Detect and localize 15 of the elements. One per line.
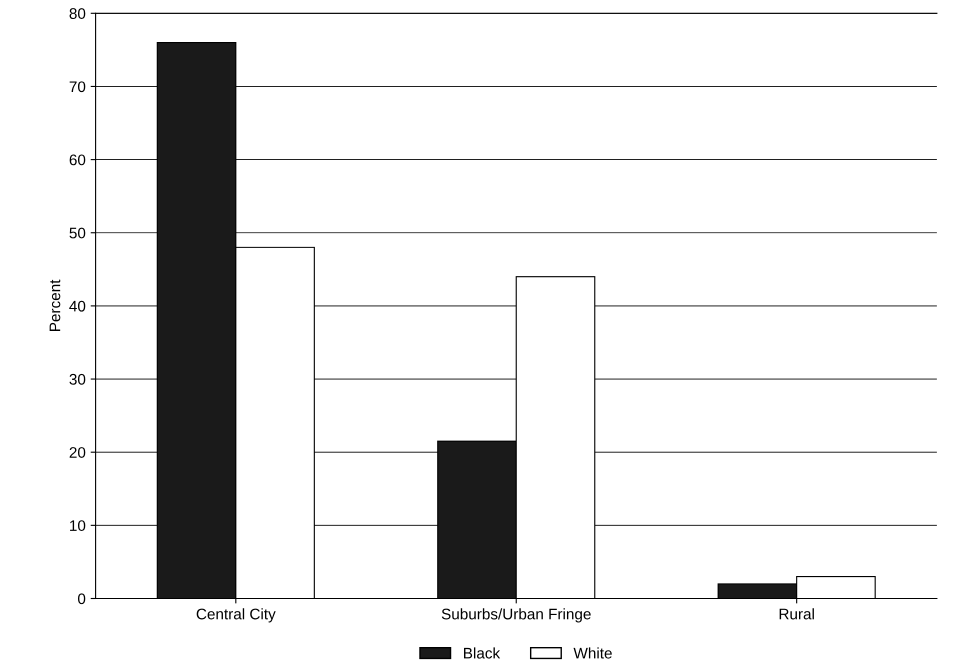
legend-label: White [574,647,612,659]
x-tick-label: Rural [780,608,814,620]
legend-label: Black [464,647,500,659]
y-tick-label: 60 [70,154,86,166]
y-tick-label: 20 [70,447,86,458]
x-tick-label: Central City [196,608,276,622]
x-tick-label: Suburbs/Urban Fringe [442,608,591,622]
y-tick-label: 40 [69,300,86,312]
y-tick-label: 80 [70,8,86,19]
y-tick-label: 0 [78,593,86,604]
y-tick-label: 30 [69,374,86,385]
y-tick-label: 10 [70,520,86,532]
y-axis-title: Percent [50,280,60,331]
y-tick-label: 50 [69,228,86,238]
y-tick-label: 70 [70,81,86,92]
